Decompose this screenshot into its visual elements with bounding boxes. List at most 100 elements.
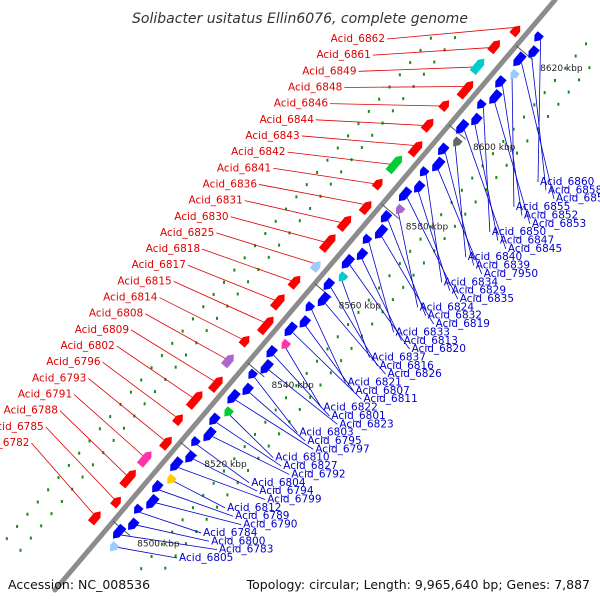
forward-leader-acid-6830	[230, 216, 331, 244]
reverse-gene-acid-6800	[128, 517, 140, 531]
grid-dot	[267, 444, 270, 448]
reverse-label-acid-6829: Acid_6829	[452, 285, 506, 297]
forward-gene-acid-6843	[407, 141, 423, 158]
grid-dot	[440, 213, 443, 217]
forward-leader-acid-6846	[330, 103, 447, 107]
grid-dot	[433, 249, 436, 253]
grid-dot	[129, 390, 132, 394]
reverse-label-acid-6792: Acid_6792	[291, 468, 345, 480]
gene-arrow	[432, 156, 446, 172]
grid-dot	[412, 84, 415, 88]
grid-dot	[443, 48, 446, 52]
gene-arrow	[87, 511, 101, 526]
gene-arrow	[134, 503, 144, 514]
grid-dot	[564, 66, 567, 70]
reverse-label-acid-6804: Acid_6804	[251, 477, 306, 489]
reverse-leader-acid-6821	[311, 309, 346, 383]
reverse-label-acid-6797: Acid_6797	[315, 443, 369, 455]
reverse-label-acid-6832: Acid_6832	[428, 310, 482, 322]
reverse-label-acid-6790: Acid_6790	[243, 519, 297, 531]
forward-leader-acid-6788	[59, 410, 131, 480]
grid-dot	[60, 499, 63, 503]
kbp-tick-label: 8620 kbp	[540, 64, 583, 74]
gene-arrow	[489, 89, 503, 104]
grid-dot	[243, 256, 246, 260]
forward-gene-acid-6793	[159, 436, 172, 451]
forward-leader-acid-6861	[372, 46, 497, 56]
forward-gene-acid-6830	[318, 234, 336, 253]
reverse-label-acid-6840: Acid_6840	[468, 251, 522, 263]
grid-dot	[205, 329, 208, 333]
grid-dot	[402, 285, 405, 289]
forward-gene-acid-6849	[469, 58, 485, 75]
gene-arrow	[224, 406, 234, 417]
reverse-leader-acid-6858	[530, 51, 547, 191]
reverse-leader-acid-6804	[197, 444, 250, 484]
reverse-label-acid-6794: Acid_6794	[259, 485, 314, 497]
grid-dot	[278, 243, 281, 247]
reverse-gene-acid-6810	[224, 406, 234, 417]
grid-dot	[205, 517, 208, 521]
gene-arrow	[398, 186, 413, 202]
forward-gene-acid-6841	[371, 178, 383, 191]
forward-leader-acid-6849	[358, 66, 481, 72]
reverse-gene-acid-6840	[453, 136, 463, 147]
reverse-leader-acid-6795	[244, 388, 306, 442]
gene-arrow	[534, 31, 544, 42]
reverse-label-acid-6852: Acid_6852	[524, 209, 578, 221]
gene-arrow	[221, 354, 234, 369]
reverse-leader-acid-6852	[502, 85, 523, 216]
forward-gene-acid-6815	[256, 316, 274, 336]
reverse-gene-acid-6804	[191, 436, 201, 447]
gene-arrow	[456, 118, 470, 134]
accession-text: Accession: NC_008536	[8, 577, 151, 592]
reverse-leader-acid-6799	[178, 467, 266, 500]
grid-dot	[402, 97, 405, 101]
reverse-leader-acid-6829	[416, 186, 451, 291]
gene-arrow	[487, 40, 500, 55]
grid-dot	[484, 188, 487, 192]
grid-dot	[543, 91, 546, 95]
reverse-leader-acid-6855	[511, 73, 515, 208]
grid-dot	[185, 353, 188, 357]
forward-leader-acid-6814	[159, 297, 248, 343]
grid-dot	[274, 219, 277, 223]
kbp-tick-label: 8520 kbp	[204, 460, 247, 470]
grid-dot	[505, 163, 508, 167]
gene-arrow	[152, 479, 164, 493]
reverse-label-acid-6784: Acid_6784	[203, 527, 258, 539]
grid-dot	[174, 554, 177, 558]
kbp-tick	[381, 203, 399, 219]
gene-arrow	[318, 234, 336, 253]
gene-labels: Acid_6862 Acid_6861 Acid_6849 Acid_6848 Acid…	[0, 33, 600, 564]
reverse-leader-acid-6839	[444, 152, 475, 266]
reverse-leader-acid-6834	[425, 175, 443, 283]
grid-dot	[171, 341, 174, 345]
gene-arrow	[438, 100, 450, 112]
reverse-gene-acid-6803	[248, 368, 258, 379]
grid-dot	[298, 219, 301, 223]
grid-dot	[536, 127, 539, 131]
gene-arrow	[419, 166, 430, 177]
grid-dot	[36, 500, 39, 504]
forward-leader-acid-6842	[287, 151, 397, 166]
grid-dot	[336, 335, 339, 339]
reverse-leader-acid-6813	[359, 253, 402, 341]
reverse-gene-acid-6850	[477, 98, 487, 109]
grid-dot	[326, 347, 329, 351]
grid-dot	[367, 298, 370, 302]
grid-dot	[381, 310, 384, 314]
forward-leader-acid-6796	[102, 361, 181, 421]
grid-dot	[443, 237, 446, 241]
gene-arrow	[209, 412, 221, 425]
forward-label-acid-6791: Acid_6791	[18, 389, 72, 401]
forward-leader-acid-6831	[244, 200, 347, 225]
reverse-label-acid-6845: Acid_6845	[508, 243, 562, 255]
gene-arrow	[362, 233, 373, 244]
reverse-leader-acid-6835	[406, 197, 459, 300]
forward-gene-acid-6796	[172, 414, 183, 427]
reverse-leader-acid-6822	[282, 343, 322, 408]
reverse-leader-acid-6860	[537, 40, 541, 183]
grid-dot	[247, 468, 250, 472]
